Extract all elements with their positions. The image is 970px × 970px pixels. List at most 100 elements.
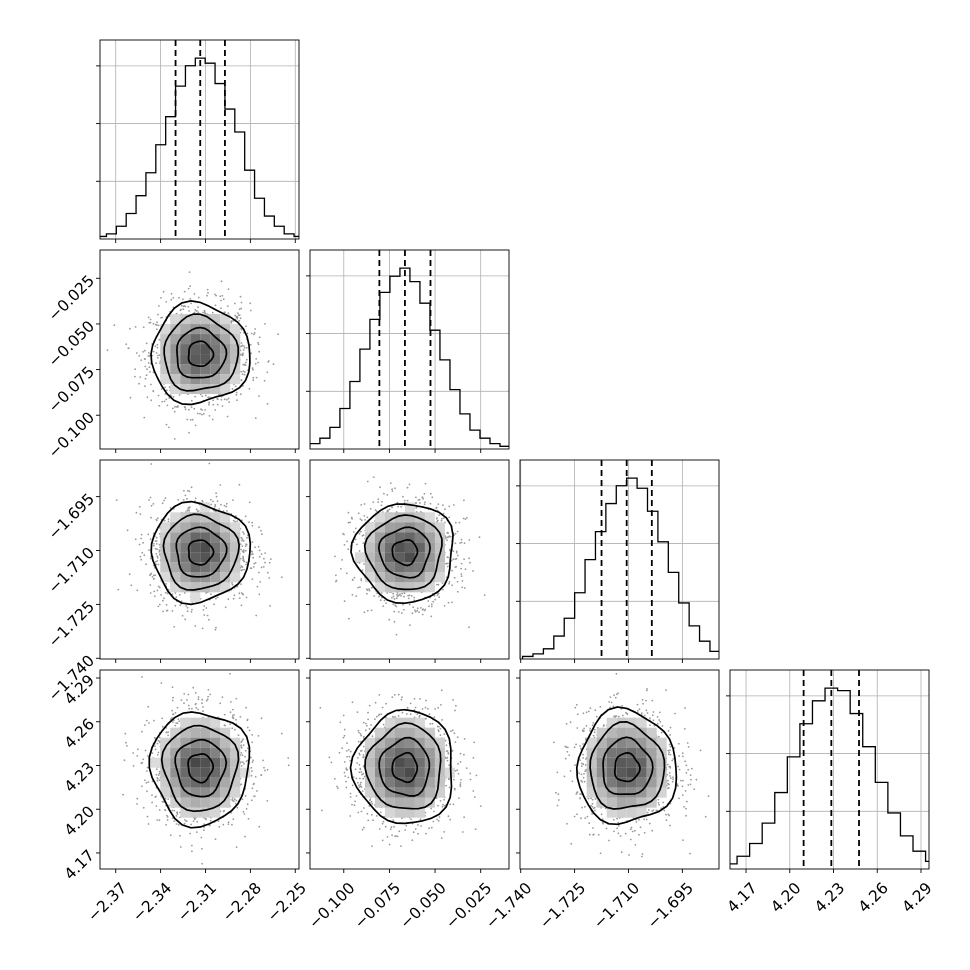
scatter-point (217, 398, 219, 401)
scatter-point (435, 797, 438, 800)
density-cell (434, 532, 445, 543)
scatter-point (158, 809, 161, 811)
scatter-point (581, 781, 584, 783)
scatter-point (168, 386, 171, 388)
density-cell (354, 552, 365, 563)
scatter-point (197, 708, 199, 711)
scatter-point (568, 754, 571, 756)
scatter-point (258, 395, 260, 397)
scatter-point (226, 305, 229, 307)
density-cell (170, 787, 181, 798)
scatter-point (421, 708, 424, 710)
scatter-point (189, 506, 191, 509)
scatter-point (237, 734, 240, 737)
density-cell (636, 737, 647, 748)
scatter-point (460, 538, 463, 541)
scatter-point (251, 770, 253, 772)
scatter-point (397, 611, 400, 613)
scatter-point (369, 798, 372, 801)
scatter-point (147, 316, 150, 319)
scatter-point (366, 588, 368, 591)
density-cell (160, 572, 171, 583)
scatter-point (156, 548, 159, 551)
scatter-point (287, 764, 290, 767)
density-cell (414, 737, 425, 748)
scatter-point (183, 489, 185, 492)
density-cell (384, 777, 395, 788)
scatter-point (155, 362, 157, 365)
scatter-point (158, 779, 161, 781)
scatter-point (242, 738, 245, 741)
scatter-point (209, 499, 212, 501)
density-cell (160, 757, 171, 768)
scatter-point (372, 501, 375, 503)
scatter-point (436, 583, 438, 586)
scatter-point (153, 719, 155, 722)
scatter-point (233, 594, 236, 597)
scatter-point (232, 320, 235, 322)
scatter-point (152, 544, 155, 547)
scatter-point (396, 594, 398, 596)
density-cell (210, 777, 221, 788)
scatter-point (689, 774, 692, 776)
x-tick-label: 4.17 (724, 879, 761, 916)
scatter-point (403, 595, 405, 598)
density-cell (180, 364, 191, 375)
scatter-point (468, 626, 470, 629)
contour-1 (175, 526, 228, 578)
scatter-point (361, 828, 364, 831)
density-cell (424, 727, 435, 738)
scatter-point (350, 516, 353, 519)
scatter-point (669, 766, 672, 769)
scatter-point (264, 769, 266, 772)
scatter-point (248, 729, 251, 732)
scatter-point (205, 607, 208, 609)
scatter-point (234, 728, 236, 731)
scatter-point (257, 361, 259, 364)
scatter-point (430, 826, 433, 829)
density-cell (636, 797, 647, 808)
scatter-point (447, 601, 450, 604)
scatter-point (135, 511, 138, 514)
density-cell (646, 737, 657, 748)
contour-2 (589, 721, 666, 810)
scatter-point (231, 727, 234, 730)
scatter-point (239, 393, 242, 396)
scatter-point (243, 533, 245, 535)
density-cell (434, 562, 445, 573)
scatter-point (184, 408, 187, 411)
scatter-point (377, 498, 380, 501)
scatter-point (196, 820, 199, 823)
density-cell (404, 512, 415, 523)
scatter-point (180, 304, 183, 307)
scatter-point (173, 809, 176, 812)
scatter-point (636, 710, 639, 712)
scatter-point (591, 803, 594, 805)
scatter-point (209, 819, 212, 822)
density-cell (586, 767, 597, 778)
scatter-point (161, 800, 164, 803)
scatter-point (160, 297, 162, 299)
scatter-point (214, 628, 217, 631)
scatter-point (391, 488, 393, 491)
scatter-point (188, 707, 191, 710)
scatter-point (241, 798, 244, 801)
panel-frame (309, 459, 510, 660)
contour-1 (176, 326, 228, 379)
density-cell (394, 582, 405, 593)
scatter-point (437, 730, 440, 733)
scatter-point (222, 298, 225, 301)
scatter-point (668, 743, 671, 746)
scatter-point (385, 702, 387, 705)
scatter-point (406, 706, 409, 709)
scatter-point (578, 772, 581, 775)
scatter-point (425, 699, 427, 702)
scatter-point (380, 504, 383, 507)
scatter-point (262, 566, 265, 568)
density-cell (616, 737, 627, 748)
scatter-point (423, 492, 426, 495)
scatter-point (392, 819, 395, 821)
scatter-point (266, 768, 269, 771)
scatter-point (240, 744, 243, 747)
scatter-point (591, 724, 594, 727)
